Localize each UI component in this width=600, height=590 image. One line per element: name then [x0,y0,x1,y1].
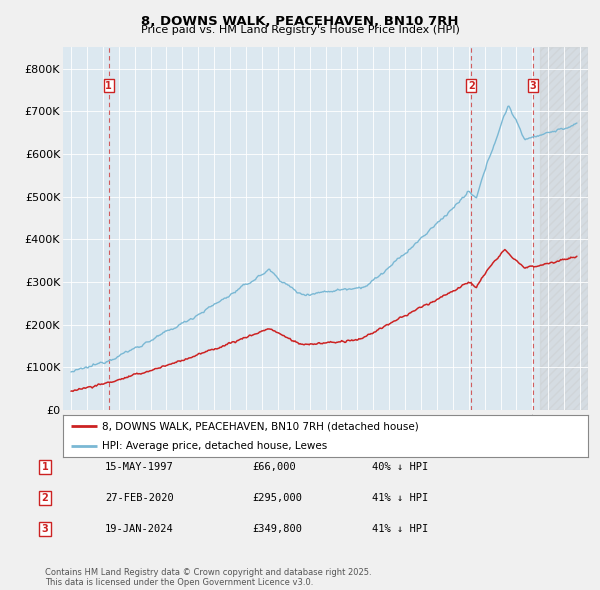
Text: 27-FEB-2020: 27-FEB-2020 [105,493,174,503]
Text: 8, DOWNS WALK, PEACEHAVEN, BN10 7RH (detached house): 8, DOWNS WALK, PEACEHAVEN, BN10 7RH (det… [103,421,419,431]
Text: 2: 2 [468,81,475,91]
Text: Price paid vs. HM Land Registry's House Price Index (HPI): Price paid vs. HM Land Registry's House … [140,25,460,35]
Text: £349,800: £349,800 [252,524,302,533]
Text: 1: 1 [105,81,112,91]
Text: £66,000: £66,000 [252,463,296,472]
Text: 3: 3 [530,81,536,91]
Bar [540,47,588,410]
Text: HPI: Average price, detached house, Lewes: HPI: Average price, detached house, Lewe… [103,441,328,451]
Text: 19-JAN-2024: 19-JAN-2024 [105,524,174,533]
Text: 8, DOWNS WALK, PEACEHAVEN, BN10 7RH: 8, DOWNS WALK, PEACEHAVEN, BN10 7RH [141,15,459,28]
Text: 15-MAY-1997: 15-MAY-1997 [105,463,174,472]
Text: £295,000: £295,000 [252,493,302,503]
Text: 41% ↓ HPI: 41% ↓ HPI [372,524,428,533]
Text: 40% ↓ HPI: 40% ↓ HPI [372,463,428,472]
Text: Contains HM Land Registry data © Crown copyright and database right 2025.
This d: Contains HM Land Registry data © Crown c… [45,568,371,587]
Text: 2: 2 [41,493,49,503]
Text: 41% ↓ HPI: 41% ↓ HPI [372,493,428,503]
Text: 1: 1 [41,463,49,472]
Text: 3: 3 [41,524,49,533]
